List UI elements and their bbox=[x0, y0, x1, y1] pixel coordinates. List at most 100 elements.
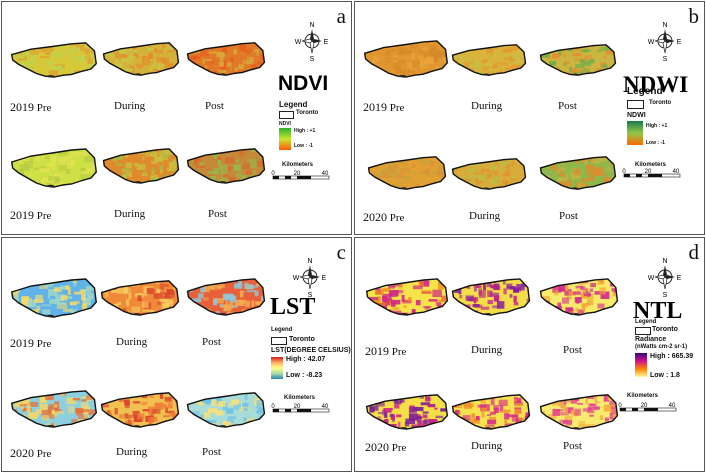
map-ntl-row2-post bbox=[539, 394, 619, 430]
map-lst-row2-during bbox=[100, 392, 180, 428]
map-ndvi-row2-pre bbox=[10, 148, 98, 188]
map-ntl-post bbox=[539, 278, 619, 316]
label-year-pre: 2019 Pre bbox=[10, 336, 52, 350]
label-during: During bbox=[471, 344, 503, 356]
map-ndwi-row2-post bbox=[539, 156, 617, 190]
panel-letter: d bbox=[688, 240, 700, 264]
color-ramp bbox=[279, 128, 291, 150]
panel-lst: c 2019 Pre During Post 2020 Pre During P… bbox=[1, 237, 352, 472]
ramp-label: Radiance bbox=[635, 336, 667, 343]
legend-item-toronto: Toronto bbox=[296, 110, 319, 116]
panel-ndvi: a 2019 Pre During Post 2019 Pre During P… bbox=[1, 1, 352, 235]
svg-text:N: N bbox=[309, 22, 314, 29]
index-title: NTL bbox=[633, 298, 683, 324]
label-post-2: Post bbox=[559, 210, 578, 222]
map-ndwi-2019-pre bbox=[363, 40, 449, 78]
svg-text:20: 20 bbox=[641, 403, 648, 409]
map-ndwi-during bbox=[451, 44, 527, 76]
legend-title: Legend bbox=[627, 86, 663, 97]
north-arrow-icon: N S W E bbox=[648, 258, 682, 298]
map-ntl-2019-pre bbox=[365, 278, 449, 316]
svg-text:0: 0 bbox=[622, 169, 626, 175]
svg-text:E: E bbox=[677, 275, 682, 282]
panel-ntl: d 2019 Pre During Post 2020 Pre During P… bbox=[354, 237, 705, 472]
scale-graphic: 0 20 40 bbox=[271, 171, 330, 180]
panel-letter: a bbox=[336, 4, 346, 28]
svg-text:N: N bbox=[307, 258, 312, 265]
svg-text:S: S bbox=[308, 292, 313, 298]
label-year-pre-2: 2020 Pre bbox=[363, 210, 405, 224]
legend-title: Legend bbox=[271, 327, 293, 333]
svg-text:S: S bbox=[663, 56, 668, 62]
legend-item-toronto: Toronto bbox=[652, 326, 678, 333]
svg-text:S: S bbox=[310, 56, 315, 62]
north-arrow-icon: N S W E bbox=[293, 258, 327, 298]
svg-text:N: N bbox=[662, 258, 667, 265]
label-year-pre: 2019 Pre bbox=[363, 100, 405, 114]
panel-ndwi: b 2019 Pre During Post 2020 Pre During P… bbox=[354, 1, 705, 235]
svg-text:20: 20 bbox=[294, 171, 301, 177]
scale-title: Kilometers bbox=[627, 393, 659, 399]
label-during: During bbox=[114, 100, 146, 112]
label-during: During bbox=[116, 336, 148, 348]
map-ndwi-post bbox=[539, 44, 617, 76]
map-ndwi-row2-during bbox=[451, 158, 527, 190]
ramp-low-label: Low : -1 bbox=[294, 143, 313, 149]
svg-text:W: W bbox=[648, 275, 655, 282]
map-lst-post bbox=[186, 278, 266, 316]
toronto-boundary-swatch bbox=[627, 100, 644, 109]
north-arrow-icon: N S W E bbox=[648, 22, 682, 62]
svg-text:40: 40 bbox=[322, 404, 329, 410]
panel-letter: b bbox=[688, 4, 700, 28]
label-post-2: Post bbox=[563, 440, 582, 452]
map-lst-during bbox=[100, 280, 180, 316]
map-ndvi-post bbox=[186, 42, 266, 76]
svg-text:W: W bbox=[293, 275, 300, 282]
map-ntl-row2-during bbox=[451, 394, 531, 430]
scale-graphic: 0 20 40 bbox=[271, 404, 330, 413]
panel-letter: c bbox=[336, 240, 346, 264]
label-year-pre-2: 2020 Pre bbox=[10, 446, 52, 460]
svg-text:20: 20 bbox=[645, 169, 652, 175]
legend-title: Legend bbox=[279, 100, 308, 109]
scale-title: Kilometers bbox=[635, 162, 667, 168]
ramp-high-label: High : 42.07 bbox=[286, 356, 326, 363]
label-post: Post bbox=[205, 100, 224, 112]
label-post: Post bbox=[202, 336, 221, 348]
svg-text:40: 40 bbox=[673, 169, 680, 175]
label-year-pre: 2019 Pre bbox=[365, 344, 407, 358]
scale-title: Kilometers bbox=[284, 395, 316, 401]
toronto-boundary-swatch bbox=[635, 327, 651, 335]
map-lst-row2-pre bbox=[10, 390, 98, 428]
map-ntl-row2-pre bbox=[365, 394, 449, 430]
color-ramp bbox=[271, 357, 283, 379]
svg-text:20: 20 bbox=[294, 404, 301, 410]
ramp-label: NDVI bbox=[279, 121, 291, 127]
label-during-2: During bbox=[469, 210, 501, 222]
ramp-low-label: Low : -1 bbox=[646, 140, 665, 146]
scale-graphic: 0 20 40 bbox=[622, 169, 681, 178]
index-title: LST bbox=[270, 294, 316, 320]
svg-text:S: S bbox=[663, 292, 668, 298]
label-post: Post bbox=[563, 344, 582, 356]
scale-graphic: 0 20 40 bbox=[618, 403, 677, 412]
svg-text:N: N bbox=[662, 22, 667, 29]
label-post-2: Post bbox=[202, 446, 221, 458]
map-lst-row2-post bbox=[186, 392, 266, 428]
label-year-pre-2: 2019 Pre bbox=[10, 208, 52, 222]
svg-text:40: 40 bbox=[322, 171, 329, 177]
toronto-boundary-swatch bbox=[279, 111, 294, 119]
label-year-pre-2: 2020 Pre bbox=[365, 440, 407, 454]
legend-item-toronto: Toronto bbox=[289, 336, 315, 343]
ramp-low-label: Low : -8.23 bbox=[286, 372, 323, 379]
label-year-pre: 2019 Pre bbox=[10, 100, 52, 114]
label-during-2: During bbox=[114, 208, 146, 220]
ramp-high-label: High : +1 bbox=[646, 123, 668, 129]
color-ramp bbox=[627, 121, 643, 145]
ramp-high-label: High : +1 bbox=[294, 128, 316, 134]
svg-text:0: 0 bbox=[618, 403, 622, 409]
index-title: NDWI bbox=[623, 72, 689, 97]
svg-text:E: E bbox=[322, 275, 327, 282]
map-ndvi-during bbox=[102, 42, 180, 76]
ramp-label: LST(DEGREE CELSIUS) bbox=[271, 347, 351, 354]
